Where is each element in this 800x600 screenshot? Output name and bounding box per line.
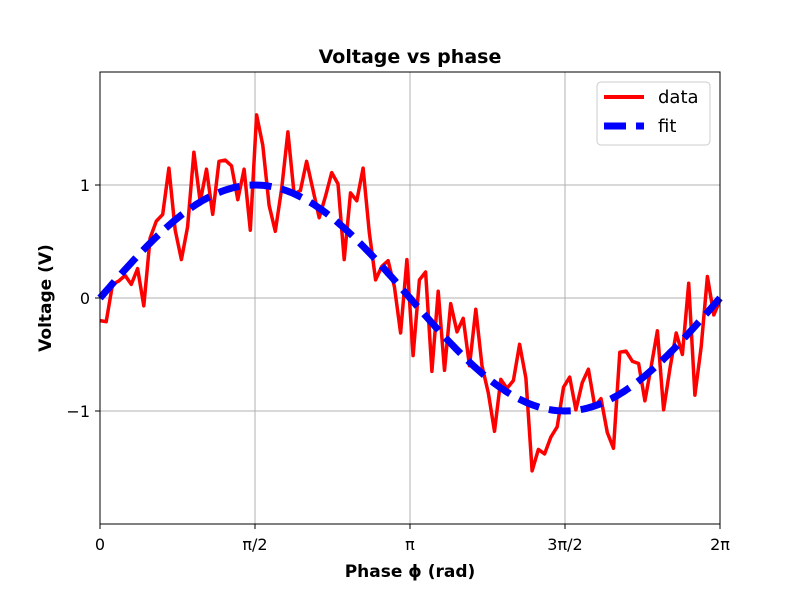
series-layer	[97, 113, 723, 473]
y-tick-label: −1	[66, 402, 90, 421]
x-tick-label: 3π/2	[547, 535, 582, 554]
legend-label-fit: fit	[658, 116, 676, 137]
series-line-fit	[97, 181, 723, 415]
legend-label-data: data	[658, 87, 699, 108]
x-axis-label: Phase ϕ (rad)	[345, 562, 476, 582]
y-axis-label: Voltage (V)	[36, 244, 56, 352]
y-tick-label: 1	[80, 176, 90, 195]
x-tick-label: 0	[95, 535, 105, 554]
x-tick-label: π/2	[242, 535, 267, 554]
series-line-data	[99, 113, 722, 473]
y-tick-label: 0	[80, 289, 90, 308]
x-tick-label: π	[405, 535, 415, 554]
legend: data fit	[596, 81, 711, 146]
chart-title: Voltage vs phase	[319, 46, 502, 68]
x-tick-label: 2π	[710, 535, 730, 554]
ticks: 0 π/2 π 3π/2 2π −1 0 1	[66, 176, 730, 554]
